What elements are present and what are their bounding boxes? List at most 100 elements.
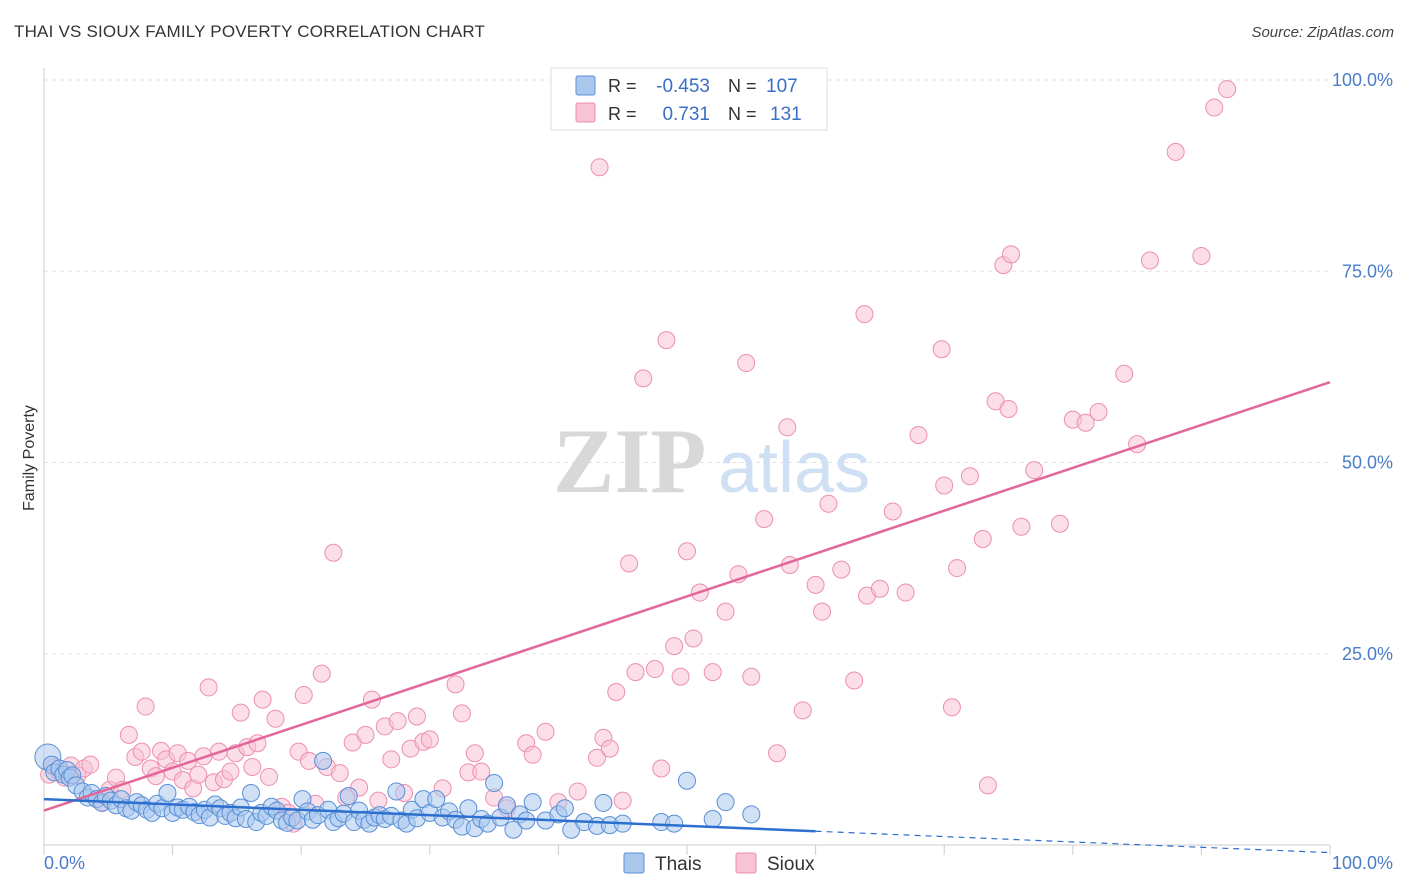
sioux-point <box>1205 98 1224 117</box>
sioux-point <box>1012 517 1031 536</box>
sioux-point <box>523 745 542 764</box>
sioux-point <box>472 762 491 781</box>
sioux-point <box>243 757 262 776</box>
sioux-point <box>312 664 331 683</box>
sioux-point <box>199 678 218 697</box>
sioux-point <box>407 707 426 726</box>
sioux-point <box>671 667 690 686</box>
regression-lines <box>43 380 1331 854</box>
thais-point <box>158 783 177 802</box>
sioux-point <box>978 776 997 795</box>
thais-regression-line <box>43 797 816 833</box>
sioux-point <box>703 663 722 682</box>
thais-point <box>523 793 542 812</box>
sioux-point <box>260 767 279 786</box>
sioux-point <box>778 418 797 437</box>
sioux-point <box>896 583 915 602</box>
y-tick-label: 25.0% <box>1342 644 1393 664</box>
thais-point <box>555 799 574 818</box>
legend-n-label: N = <box>728 104 757 124</box>
sioux-point <box>634 369 653 388</box>
tick-labels: 25.0% 50.0% 75.0% 100.0% 0.0% 100.0% <box>44 70 1393 873</box>
sioux-point <box>768 744 787 763</box>
sioux-point <box>948 559 967 578</box>
sioux-point <box>324 543 343 562</box>
stats-legend: R = -0.453 N = 107 R = 0.731 N = 131 <box>550 67 828 131</box>
sioux-point <box>587 748 606 767</box>
legend-n-value: 107 <box>766 76 798 97</box>
thais-point <box>703 809 722 828</box>
series-legend-label-thais: Thais <box>655 854 701 875</box>
sioux-point <box>819 494 838 513</box>
sioux-point <box>132 742 151 761</box>
sioux-point <box>465 744 484 763</box>
sioux-point <box>231 703 250 722</box>
sioux-point <box>742 667 761 686</box>
thais-regression-extension <box>815 830 1331 854</box>
sioux-point <box>870 579 889 598</box>
sioux-point <box>1192 246 1211 265</box>
sioux-point <box>356 725 375 744</box>
sioux-point <box>620 554 639 573</box>
sioux-point <box>935 476 954 495</box>
sioux-point <box>590 158 609 177</box>
sioux-point <box>845 671 864 690</box>
legend-r-label: R = <box>608 104 637 124</box>
sioux-point <box>999 399 1018 418</box>
gridlines <box>44 79 1330 655</box>
sioux-point <box>1218 80 1237 99</box>
sioux-point <box>832 560 851 579</box>
thais-point <box>678 771 696 790</box>
series-legend-swatch-sioux <box>735 852 757 874</box>
sioux-point <box>909 425 928 444</box>
sioux-point <box>600 739 619 758</box>
watermark-atlas: atlas <box>718 428 870 508</box>
sioux-point <box>568 782 587 801</box>
legend-r-label: R = <box>608 76 637 96</box>
y-tick-label: 50.0% <box>1342 453 1393 473</box>
sioux-point <box>678 542 696 561</box>
thais-points <box>34 743 761 839</box>
sioux-point <box>253 690 272 709</box>
thais-point <box>504 820 523 839</box>
sioux-point <box>189 765 208 784</box>
sioux-point <box>266 709 285 728</box>
sioux-point <box>684 629 703 648</box>
sioux-point <box>1089 403 1108 422</box>
thais-point <box>242 783 261 802</box>
sioux-point <box>607 683 626 701</box>
sioux-point <box>1002 245 1021 264</box>
legend-r-value: 0.731 <box>662 104 710 125</box>
sioux-point <box>652 759 671 778</box>
legend-n-value: 131 <box>770 104 802 125</box>
thais-point <box>339 787 358 806</box>
series-legend-swatch-thais <box>623 852 645 874</box>
sioux-point <box>1140 251 1159 270</box>
y-tick-label: 75.0% <box>1342 261 1393 281</box>
sioux-point <box>1025 461 1044 480</box>
sioux-point <box>294 686 313 705</box>
axes <box>43 68 1331 855</box>
sioux-point <box>446 675 465 694</box>
sioux-point <box>960 467 979 486</box>
sioux-point <box>665 637 684 656</box>
sioux-point <box>657 331 676 350</box>
sioux-point <box>1076 413 1095 432</box>
thais-point <box>497 796 516 815</box>
sioux-point <box>81 755 100 774</box>
sioux-point <box>755 510 774 529</box>
sioux-point <box>1115 364 1134 383</box>
thais-point <box>665 814 684 833</box>
thais-point <box>742 805 761 824</box>
sioux-point <box>388 712 407 731</box>
sioux-point <box>737 354 756 373</box>
series-legend-label-sioux: Sioux <box>767 854 815 875</box>
thais-point <box>485 774 504 793</box>
sioux-point <box>536 722 555 741</box>
legend-swatch-thais <box>575 75 596 96</box>
sioux-point <box>645 660 664 679</box>
sioux-point <box>626 663 645 682</box>
x-tick-label: 100.0% <box>1332 853 1393 873</box>
sioux-point <box>806 575 825 594</box>
